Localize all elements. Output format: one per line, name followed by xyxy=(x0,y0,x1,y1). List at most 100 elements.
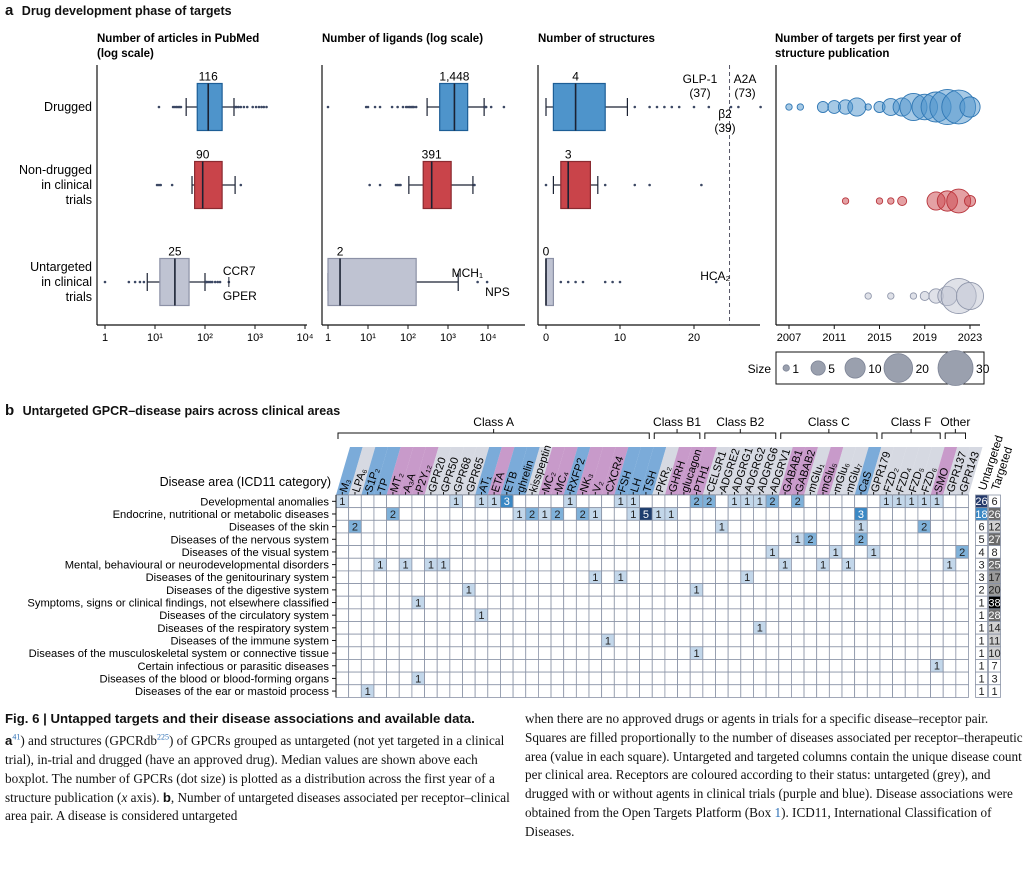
receptor-status-stripe xyxy=(424,447,452,495)
bubble-point xyxy=(964,195,976,207)
targeted-count: 10 xyxy=(988,648,1000,660)
heatmap-cell xyxy=(335,532,350,546)
receptor-label: TP xyxy=(376,477,392,494)
heatmap-cell xyxy=(828,583,843,597)
heatmap-cell xyxy=(449,633,463,648)
heatmap-cell xyxy=(525,532,539,546)
outlier-point xyxy=(648,105,651,109)
heatmap-cell xyxy=(373,519,388,534)
receptor-status-stripe xyxy=(917,447,945,495)
heatmap-cell xyxy=(866,608,881,622)
heatmap-cell xyxy=(575,494,590,509)
heatmap-cell xyxy=(816,545,830,559)
outlier-point xyxy=(378,183,382,187)
untargeted-count: 1 xyxy=(978,661,984,673)
outlier-point xyxy=(707,105,711,109)
heatmap-cell xyxy=(765,621,780,635)
heatmap-cell xyxy=(677,532,691,546)
heatmap-cell xyxy=(651,608,666,622)
heatmap-cell xyxy=(373,507,388,521)
heatmap-cell-value: 1 xyxy=(630,509,636,521)
heatmap-cell-value: 1 xyxy=(744,496,750,508)
heatmap-cell-value: 2 xyxy=(769,496,775,508)
heatmap-cell xyxy=(639,633,653,648)
bubble-point xyxy=(887,197,895,205)
heatmap-cell xyxy=(803,595,818,610)
heatmap-cell xyxy=(854,557,868,572)
heatmap-cell xyxy=(904,557,919,572)
disease-label: Diseases of the genitourinary system xyxy=(146,572,329,584)
reference-link[interactable]: 41 xyxy=(12,732,21,742)
heatmap-cell xyxy=(474,659,489,673)
heatmap-cell xyxy=(398,621,413,635)
reference-link[interactable]: 1 xyxy=(774,804,782,820)
heatmap-cell xyxy=(715,684,729,698)
receptor-status-stripe xyxy=(589,447,616,495)
receptor-status-stripe xyxy=(791,447,819,495)
receptor-status-stripe xyxy=(955,447,983,495)
outlier-point xyxy=(412,105,416,109)
outlier-point xyxy=(251,105,255,109)
heatmap-cell xyxy=(335,646,350,660)
heatmap-cell xyxy=(500,621,514,635)
heatmap-cell xyxy=(816,583,830,597)
receptor-status-stripe xyxy=(816,447,844,495)
heatmap-cell xyxy=(955,608,969,622)
heatmap-cell xyxy=(449,519,463,534)
heatmap-cell-value: 2 xyxy=(554,509,560,521)
heatmap-cell xyxy=(411,557,425,572)
heatmap-cell xyxy=(360,595,375,610)
heatmap-cell xyxy=(411,621,425,635)
heatmap-cell xyxy=(500,507,514,521)
untargeted-count-cell xyxy=(975,684,988,698)
size-legend-circle xyxy=(844,357,866,379)
heatmap-cell xyxy=(538,494,552,509)
heatmap-cell xyxy=(563,570,577,584)
heatmap-cell xyxy=(487,621,501,635)
caption-text: ). ICD11, International Classification o… xyxy=(525,804,992,839)
heatmap-cell xyxy=(740,532,754,546)
heatmap-cell xyxy=(651,621,666,635)
heatmap-cell xyxy=(791,507,805,521)
heatmap-cell xyxy=(753,684,767,698)
untargeted-count: 3 xyxy=(978,559,984,571)
untargeted-count: 6 xyxy=(978,521,984,533)
heatmap-cell xyxy=(588,608,603,622)
receptor-status-stripe xyxy=(854,447,882,495)
heatmap-cell xyxy=(942,545,957,559)
heatmap-cell xyxy=(879,684,894,698)
heatmap-cell xyxy=(803,671,818,686)
box xyxy=(545,257,555,307)
receptor-status-stripe xyxy=(348,447,376,495)
heatmap-cell xyxy=(942,595,957,610)
outlier-point xyxy=(171,105,175,109)
reference-link[interactable]: 225 xyxy=(156,732,169,742)
untargeted-count: 18 xyxy=(975,509,987,521)
outlier-point xyxy=(242,105,246,109)
heatmap-cell xyxy=(348,583,362,597)
bubble-point xyxy=(864,292,872,300)
class-label: Other xyxy=(940,415,970,429)
heatmap-cell xyxy=(525,595,539,610)
heatmap-cell xyxy=(373,570,388,584)
heatmap-cell xyxy=(651,684,666,698)
heatmap-cell xyxy=(411,633,425,648)
heatmap-cell xyxy=(866,633,881,648)
heatmap-cell xyxy=(727,671,742,686)
heatmap-cell xyxy=(360,608,375,622)
median-label: 1,448 xyxy=(439,70,469,84)
heatmap-cell xyxy=(373,608,388,622)
outlier-annotation: HCA₂ xyxy=(700,269,730,283)
heatmap-cell xyxy=(411,646,425,660)
box xyxy=(552,82,606,132)
outlier-point xyxy=(373,105,377,109)
heatmap-cell xyxy=(727,608,742,622)
heatmap-cell xyxy=(879,545,894,559)
heatmap-cell xyxy=(575,646,590,660)
heatmap-cell xyxy=(487,646,501,660)
heatmap-cell xyxy=(689,519,704,534)
size-legend-value: 30 xyxy=(976,362,990,376)
heatmap-cell xyxy=(373,684,388,698)
receptor-status-stripe xyxy=(513,447,540,495)
heatmap-cell xyxy=(715,608,729,622)
